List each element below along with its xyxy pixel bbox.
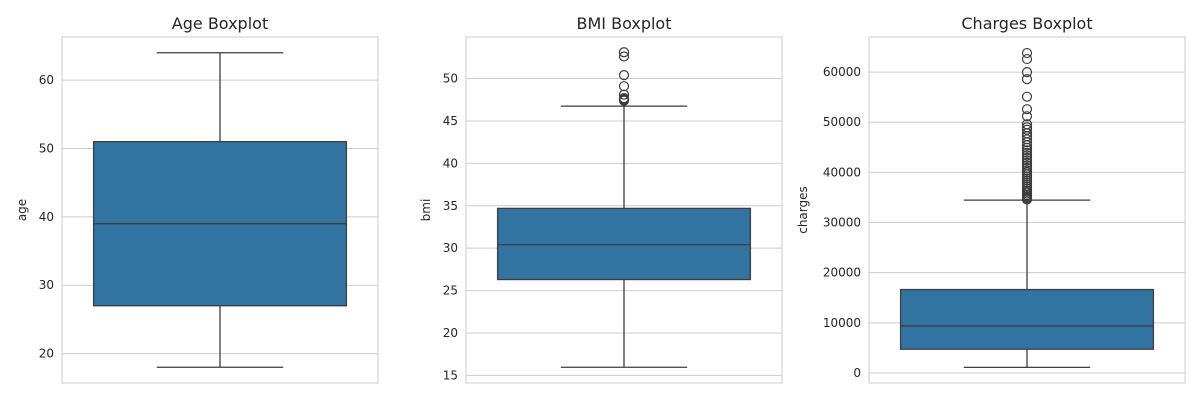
y-tick-label: 60000: [823, 65, 861, 79]
outlier-point: [1021, 74, 1033, 85]
outlier-point: [618, 47, 630, 58]
outlier-point: [1021, 53, 1033, 65]
y-tick-labels: 20 30 40 50 60: [39, 73, 54, 361]
y-tick-label: 35: [443, 199, 458, 213]
outlier-point: [1021, 91, 1033, 102]
y-tick-label: 30: [39, 278, 54, 292]
outlier-point: [1021, 155, 1033, 166]
outlier-point: [618, 92, 630, 104]
outlier-point: [1021, 122, 1033, 133]
chart-title: BMI Boxplot: [577, 14, 672, 33]
y-tick-label: 30000: [823, 216, 861, 230]
iqr-box: [496, 207, 752, 281]
outlier-point: [1021, 67, 1033, 78]
bmi-boxplot-panel: 15 20 25 30 35 40 45 50 BMI Boxplot bmi: [419, 14, 783, 384]
y-tick-label: 20: [39, 347, 54, 361]
y-axis-label: charges: [796, 186, 810, 234]
outlier-point: [1021, 152, 1033, 163]
y-tick-label: 40: [443, 156, 458, 170]
box-and-whiskers: [899, 47, 1155, 368]
outlier-point: [1021, 160, 1033, 171]
outlier-point: [1021, 119, 1033, 130]
outlier-point: [618, 81, 630, 92]
y-tick-label: 50: [443, 72, 458, 86]
y-tick-label: 20000: [823, 266, 861, 280]
outlier-point: [1021, 145, 1033, 156]
outlier-point: [618, 70, 630, 81]
y-tick-label: 50: [39, 141, 54, 155]
y-tick-label: 45: [443, 114, 458, 128]
y-tick-label: 40000: [823, 165, 861, 179]
iqr-box: [899, 288, 1155, 350]
y-tick-label: 15: [443, 368, 458, 382]
outlier-point: [1021, 147, 1033, 158]
outlier-point: [1021, 157, 1033, 168]
y-axis-label: bmi: [419, 199, 433, 222]
chart-title: Age Boxplot: [172, 14, 268, 33]
y-axis-label: age: [15, 199, 29, 221]
y-tick-label: 30: [443, 241, 458, 255]
charges-boxplot-panel: 0 10000 20000 30000 40000 50000 60000 Charges …: [796, 14, 1186, 384]
outlier-point: [1021, 150, 1033, 161]
age-boxplot-panel: 20 30 40 50 60 Age Boxplot age: [15, 14, 379, 384]
outlier-point: [1021, 162, 1033, 173]
chart-title: Charges Boxplot: [961, 14, 1092, 33]
y-tick-label: 20: [443, 326, 458, 340]
y-tick-label: 25: [443, 284, 458, 298]
y-tick-label: 0: [853, 366, 861, 380]
y-tick-labels: 0 10000 20000 30000 40000 50000 60000: [823, 65, 861, 380]
outlier-point: [1021, 124, 1033, 135]
outlier-point: [1021, 111, 1033, 122]
box-and-whiskers: [92, 52, 348, 368]
y-tick-label: 60: [39, 73, 54, 87]
y-tick-labels: 15 20 25 30 35 40 45 50: [443, 72, 458, 383]
y-tick-label: 10000: [823, 316, 861, 330]
outlier-point: [618, 51, 630, 62]
y-tick-label: 40: [39, 210, 54, 224]
outlier-point: [1021, 47, 1033, 59]
outlier-point: [1021, 104, 1033, 115]
outlier-point: [1021, 165, 1033, 176]
y-tick-label: 50000: [823, 115, 861, 129]
box-and-whiskers: [496, 47, 752, 368]
